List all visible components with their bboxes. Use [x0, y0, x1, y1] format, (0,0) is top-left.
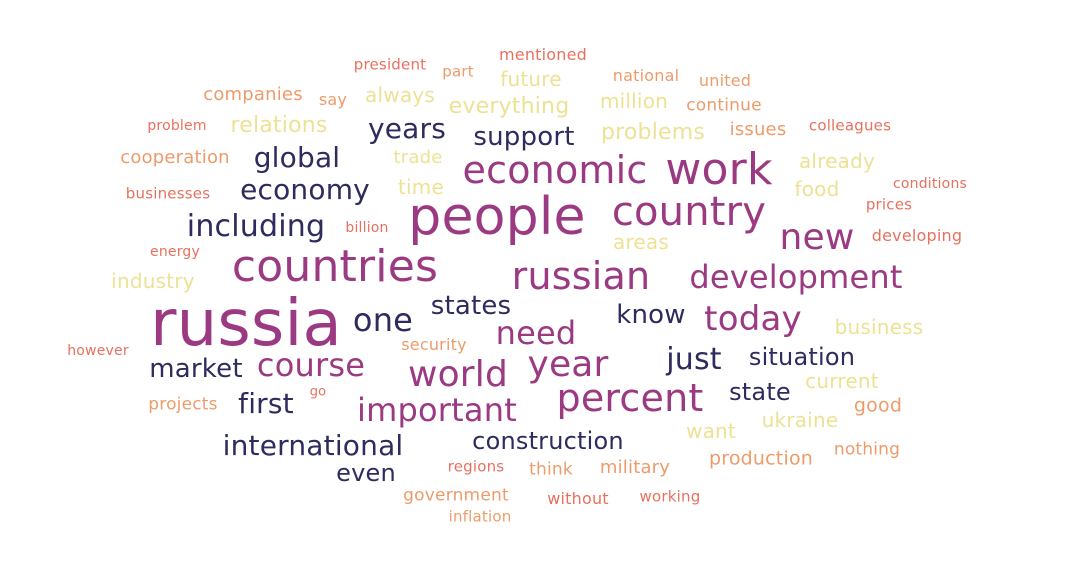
word-need: need: [495, 314, 577, 352]
word-inflation: inflation: [448, 507, 512, 526]
word-energy: energy: [150, 244, 200, 260]
word-issues: issues: [729, 119, 787, 140]
word-situation: situation: [748, 343, 856, 371]
word-without: without: [547, 489, 609, 508]
word-colleagues: colleagues: [808, 116, 892, 135]
word-global: global: [253, 141, 341, 174]
word-prices: prices: [865, 195, 913, 214]
word-conditions: conditions: [892, 176, 968, 192]
word-areas: areas: [612, 230, 670, 254]
word-trade: trade: [393, 147, 443, 168]
word-market: market: [149, 354, 243, 384]
word-relations: relations: [230, 113, 328, 138]
word-working: working: [639, 487, 701, 506]
word-percent: percent: [556, 376, 704, 420]
word-time: time: [398, 175, 444, 199]
word-today: today: [704, 299, 802, 339]
word-million: million: [599, 89, 669, 113]
word-future: future: [500, 67, 562, 91]
word-regions: regions: [447, 457, 505, 476]
word-world: world: [407, 354, 509, 395]
word-problem: problem: [147, 118, 207, 134]
word-current: current: [805, 369, 879, 393]
word-united: united: [698, 71, 752, 90]
word-want: want: [686, 419, 736, 443]
word-years: years: [367, 112, 447, 145]
word-go: go: [309, 384, 327, 400]
word-construction: construction: [472, 427, 624, 455]
word-already: already: [798, 149, 876, 173]
word-always: always: [365, 83, 435, 107]
word-everything: everything: [448, 94, 570, 119]
word-economic: economic: [462, 148, 648, 192]
word-president: president: [353, 55, 427, 74]
word-russia: russia: [150, 287, 342, 361]
word-economy: economy: [240, 173, 370, 206]
word-year: year: [527, 344, 609, 385]
word-work: work: [665, 144, 773, 195]
word-international: international: [222, 429, 404, 462]
word-one: one: [352, 301, 414, 339]
word-even: even: [336, 459, 396, 487]
word-know: know: [616, 300, 686, 330]
word-state: state: [729, 378, 791, 406]
word-continue: continue: [686, 95, 762, 116]
word-ukraine: ukraine: [761, 408, 839, 432]
word-cooperation: cooperation: [120, 147, 230, 168]
word-national: national: [612, 66, 680, 85]
word-just: just: [666, 342, 722, 377]
word-companies: companies: [203, 84, 303, 105]
word-first: first: [238, 387, 294, 420]
word-military: military: [599, 457, 671, 478]
word-mentioned: mentioned: [498, 45, 588, 64]
word-billion: billion: [345, 220, 389, 236]
word-course: course: [256, 346, 366, 384]
word-development: development: [689, 258, 903, 296]
word-government: government: [403, 485, 509, 506]
word-think: think: [529, 459, 573, 480]
word-russian: russian: [511, 254, 651, 298]
word-support: support: [473, 122, 575, 152]
word-states: states: [430, 291, 512, 321]
word-industry: industry: [111, 269, 195, 293]
word-say: say: [318, 90, 348, 109]
word-projects: projects: [148, 394, 218, 415]
word-nothing: nothing: [833, 439, 901, 460]
word-part: part: [442, 62, 474, 81]
word-problems: problems: [600, 120, 706, 145]
word-businesses: businesses: [125, 184, 211, 203]
word-however: however: [67, 343, 129, 359]
word-business: business: [834, 315, 924, 339]
word-people: people: [408, 187, 586, 247]
word-production: production: [708, 447, 814, 470]
word-security: security: [401, 335, 467, 354]
word-new: new: [779, 217, 855, 258]
word-important: important: [357, 391, 517, 429]
word-developing: developing: [871, 226, 963, 245]
word-countries: countries: [231, 241, 439, 292]
word-including: including: [186, 209, 326, 244]
word-country: country: [611, 189, 767, 235]
word-good: good: [853, 394, 903, 417]
word-food: food: [794, 177, 840, 201]
